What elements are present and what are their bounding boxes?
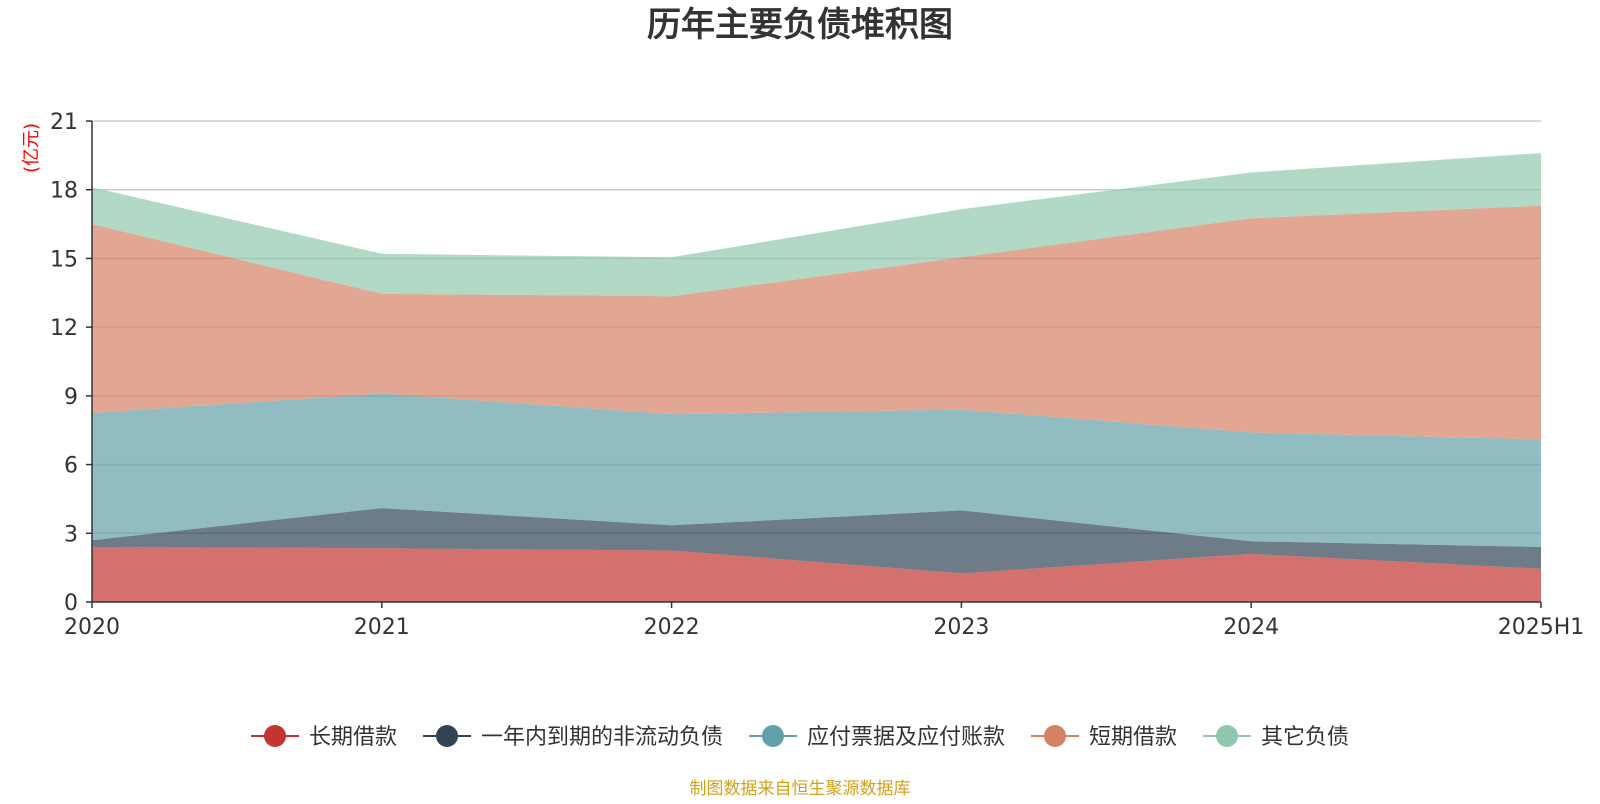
legend-label: 短期借款 <box>1089 725 1177 750</box>
legend-marker <box>1216 725 1238 747</box>
legend-item: 其它负债 <box>1203 725 1349 750</box>
y-tick-label: 9 <box>64 385 78 410</box>
legend-item: 一年内到期的非流动负债 <box>423 725 723 750</box>
legend-item: 短期借款 <box>1031 725 1177 750</box>
chart-title: 历年主要负债堆积图 <box>647 5 953 45</box>
legend-marker <box>436 725 458 747</box>
legend-label: 应付票据及应付账款 <box>807 725 1005 750</box>
y-tick-label: 6 <box>64 454 78 479</box>
legend-marker <box>762 725 784 747</box>
legend-item: 应付票据及应付账款 <box>749 725 1005 750</box>
x-tick-label: 2024 <box>1223 615 1279 640</box>
legend-marker <box>264 725 286 747</box>
y-tick-label: 3 <box>64 522 78 547</box>
x-tick-label: 2022 <box>644 615 700 640</box>
x-tick-label: 2025H1 <box>1498 615 1585 640</box>
area-其它负债 <box>92 153 1541 297</box>
legend-label: 长期借款 <box>309 725 397 750</box>
legend: 长期借款 一年内到期的非流动负债 应付票据及应付账款 短期借款 其它负债 <box>251 725 1349 750</box>
legend-item: 长期借款 <box>251 725 397 750</box>
area-长期借款 <box>92 547 1541 602</box>
area-一年内到期的非流动负债 <box>92 508 1541 574</box>
area-series <box>92 153 1541 602</box>
y-tick-label: 15 <box>50 247 78 272</box>
axes: 0 3 6 9 12 15 18 21 2020 2021 2022 2023 2024 2025H1 <box>50 110 1584 640</box>
legend-label: 其它负债 <box>1261 725 1349 750</box>
y-tick-label: 0 <box>64 591 78 616</box>
x-tick-label: 2020 <box>64 615 120 640</box>
y-axis-unit-label: (亿元) <box>21 123 42 173</box>
y-tick-label: 21 <box>50 110 78 135</box>
legend-label: 一年内到期的非流动负债 <box>481 725 723 750</box>
source-note: 制图数据来自恒生聚源数据库 <box>690 779 911 799</box>
area-短期借款 <box>92 205 1541 440</box>
legend-marker <box>1044 725 1066 747</box>
area-应付票据及应付账款 <box>92 393 1541 547</box>
y-tick-label: 12 <box>50 316 78 341</box>
x-tick-label: 2021 <box>354 615 410 640</box>
y-tick-label: 18 <box>50 179 78 204</box>
x-tick-label: 2023 <box>933 615 989 640</box>
